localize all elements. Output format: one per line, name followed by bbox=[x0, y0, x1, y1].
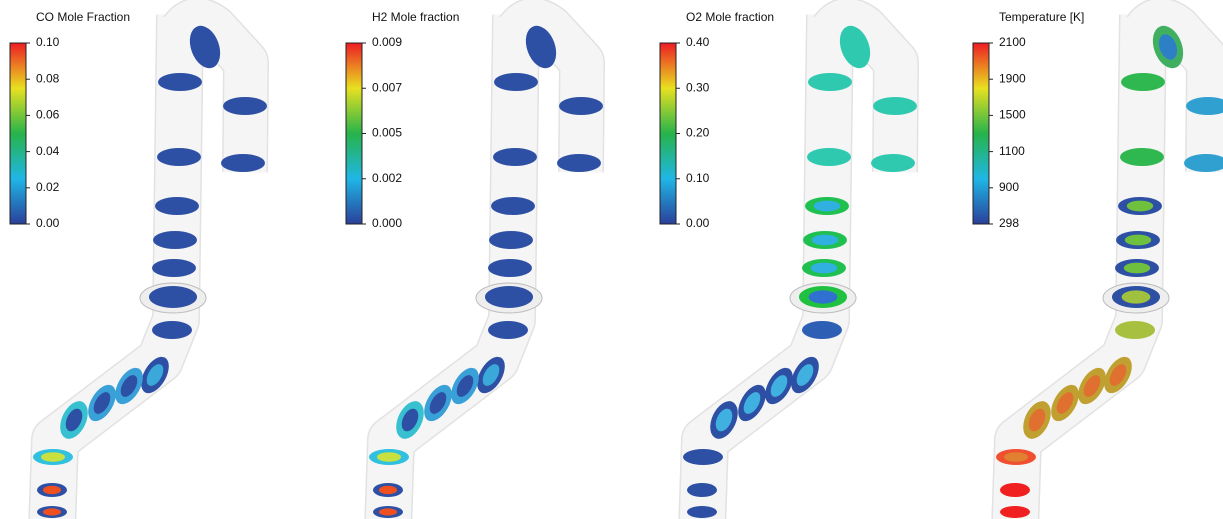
slice bbox=[1115, 321, 1155, 339]
panel: H2 Mole fraction 0.009 0.007 0.005 0.002 0.00… bbox=[346, 10, 603, 519]
slice-core bbox=[809, 290, 838, 303]
color-bar bbox=[10, 43, 26, 224]
color-bar-label: 0.30 bbox=[686, 80, 710, 94]
figure: CO Mole Fraction 0.10 0.08 0.06 0.04 0.02 0.00… bbox=[0, 0, 1223, 519]
color-bar bbox=[973, 43, 989, 224]
slice bbox=[808, 73, 852, 91]
slice bbox=[223, 97, 267, 115]
slice-core bbox=[811, 263, 837, 274]
slice bbox=[557, 154, 601, 172]
slice bbox=[873, 97, 917, 115]
color-bar-label: 0.00 bbox=[686, 216, 710, 230]
panel: CO Mole Fraction 0.10 0.08 0.06 0.04 0.02 0.00 bbox=[10, 10, 267, 519]
slice bbox=[559, 97, 603, 115]
slice-core bbox=[1124, 263, 1150, 274]
slice bbox=[155, 197, 199, 215]
slice-core bbox=[43, 508, 61, 515]
slice bbox=[153, 231, 197, 249]
color-bar-label: 0.06 bbox=[36, 108, 60, 122]
slice bbox=[683, 449, 723, 465]
color-bar-label: 1900 bbox=[999, 71, 1026, 85]
color-bar-label: 0.009 bbox=[372, 35, 402, 49]
slice-core bbox=[1127, 201, 1153, 212]
slice-core bbox=[43, 486, 61, 494]
slice-core bbox=[1125, 235, 1151, 246]
color-bar-label: 0.10 bbox=[686, 171, 710, 185]
slice bbox=[1120, 148, 1164, 166]
color-bar-label: 0.007 bbox=[372, 80, 402, 94]
slice bbox=[493, 148, 537, 166]
slice bbox=[1121, 73, 1165, 91]
slice-core bbox=[379, 486, 397, 494]
color-bar-label: 1500 bbox=[999, 108, 1026, 122]
panel: O2 Mole fraction 0.40 0.30 0.20 0.10 0.00 bbox=[660, 10, 917, 519]
color-bar-label: 0.08 bbox=[36, 71, 60, 85]
slice bbox=[157, 148, 201, 166]
slice-core bbox=[41, 452, 65, 462]
slice bbox=[687, 506, 717, 518]
color-bar-label: 0.10 bbox=[36, 35, 60, 49]
slice bbox=[152, 321, 192, 339]
slice bbox=[149, 286, 197, 308]
slice bbox=[152, 259, 196, 277]
color-bar bbox=[660, 43, 676, 224]
panel-title: Temperature [K] bbox=[999, 10, 1084, 24]
slice bbox=[1000, 483, 1030, 497]
slice bbox=[158, 73, 202, 91]
color-bar-label: 298 bbox=[999, 216, 1019, 230]
slice bbox=[489, 231, 533, 249]
slice-core bbox=[1122, 290, 1151, 303]
slice-core bbox=[377, 452, 401, 462]
color-bar-label: 0.000 bbox=[372, 216, 402, 230]
slice bbox=[485, 286, 533, 308]
slice bbox=[494, 73, 538, 91]
slice bbox=[488, 259, 532, 277]
color-bar-label: 900 bbox=[999, 180, 1019, 194]
slice bbox=[802, 321, 842, 339]
panel: Temperature [K] 2100 1900 1500 1100 900 298 bbox=[973, 10, 1223, 519]
color-bar-label: 2100 bbox=[999, 35, 1026, 49]
slice bbox=[1000, 506, 1030, 518]
slice bbox=[807, 148, 851, 166]
slice bbox=[871, 154, 915, 172]
slice-core bbox=[812, 235, 838, 246]
slice bbox=[491, 197, 535, 215]
slice-core bbox=[379, 508, 397, 515]
slice-core bbox=[1004, 452, 1028, 462]
color-bar-label: 0.002 bbox=[372, 171, 402, 185]
color-bar-label: 0.00 bbox=[36, 216, 60, 230]
slice bbox=[687, 483, 717, 497]
color-bar-label: 0.04 bbox=[36, 144, 60, 158]
slice-core bbox=[814, 201, 840, 212]
color-bar-label: 1100 bbox=[999, 144, 1025, 158]
color-bar-label: 0.40 bbox=[686, 35, 710, 49]
panel-title: O2 Mole fraction bbox=[686, 10, 774, 24]
color-bar-label: 0.20 bbox=[686, 126, 710, 140]
panel-title: H2 Mole fraction bbox=[372, 10, 459, 24]
color-bar-label: 0.02 bbox=[36, 180, 60, 194]
slice bbox=[488, 321, 528, 339]
color-bar-label: 0.005 bbox=[372, 126, 402, 140]
slice bbox=[221, 154, 265, 172]
color-bar bbox=[346, 43, 362, 224]
panel-title: CO Mole Fraction bbox=[36, 10, 130, 24]
